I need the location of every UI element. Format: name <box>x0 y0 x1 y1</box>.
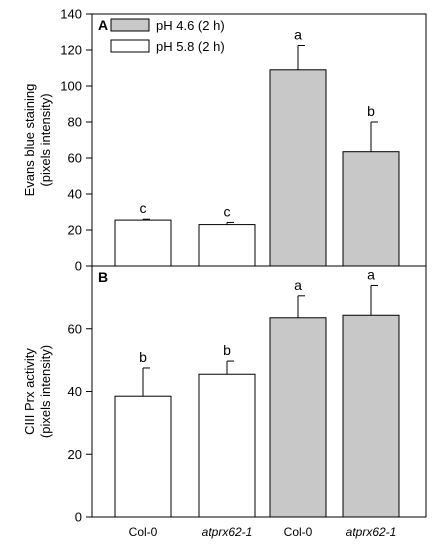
bar <box>342 314 400 518</box>
bar <box>114 219 172 267</box>
bar <box>198 224 256 267</box>
panel-letter: A <box>98 17 108 33</box>
significance-letter: b <box>367 103 375 119</box>
y-tick-label: 60 <box>68 321 82 336</box>
x-category-label: Col-0 <box>284 525 313 539</box>
x-category-label: atprx62-1 <box>346 525 397 539</box>
y-tick-label: 100 <box>60 79 82 94</box>
significance-letter: c <box>224 203 231 219</box>
significance-letter: b <box>223 342 231 358</box>
y-tick-label: 20 <box>68 447 82 462</box>
y-tick-label: 20 <box>68 223 82 238</box>
significance-letter: a <box>367 266 375 282</box>
y-tick-label: 40 <box>68 384 82 399</box>
y-tick-label: 60 <box>68 151 82 166</box>
significance-letter: a <box>294 27 302 43</box>
y-axis-label-line1: CIII Prx activity <box>22 348 37 435</box>
y-axis-label-line2: (pixels intensity) <box>38 93 53 186</box>
significance-letter: c <box>140 200 147 216</box>
panel-a: 0 20 40 60 80 100 120 140 Evans blue staining (pi… <box>22 7 427 274</box>
x-category-label: atprx62-1 <box>202 525 253 539</box>
bar <box>114 395 172 518</box>
y-tick-label: 140 <box>60 7 82 22</box>
bar <box>269 317 327 518</box>
bar <box>269 69 327 267</box>
legend-swatch <box>110 39 150 53</box>
y-tick-label: 120 <box>60 43 82 58</box>
y-tick-label: 0 <box>75 510 82 525</box>
x-category-label: Col-0 <box>129 525 158 539</box>
y-tick-label: 0 <box>75 259 82 274</box>
y-tick-label: 40 <box>68 187 82 202</box>
legend-swatch <box>110 18 150 32</box>
y-axis-label-line2: (pixels intensity) <box>38 345 53 438</box>
y-tick-label: 80 <box>68 115 82 130</box>
legend: pH 4.6 (2 h) pH 5.8 (2 h) <box>110 18 225 54</box>
y-axis-label-line1: Evans blue staining <box>22 84 37 197</box>
significance-letter: a <box>294 277 302 293</box>
bar <box>198 373 256 518</box>
panel-b: 0 20 40 60 CIII Prx activity (pixels intensit… <box>22 265 427 525</box>
legend-label: pH 5.8 (2 h) <box>156 39 225 54</box>
legend-label: pH 4.6 (2 h) <box>156 18 225 33</box>
significance-letter: b <box>139 349 147 365</box>
bar <box>342 151 400 267</box>
panel-letter: B <box>98 269 108 285</box>
